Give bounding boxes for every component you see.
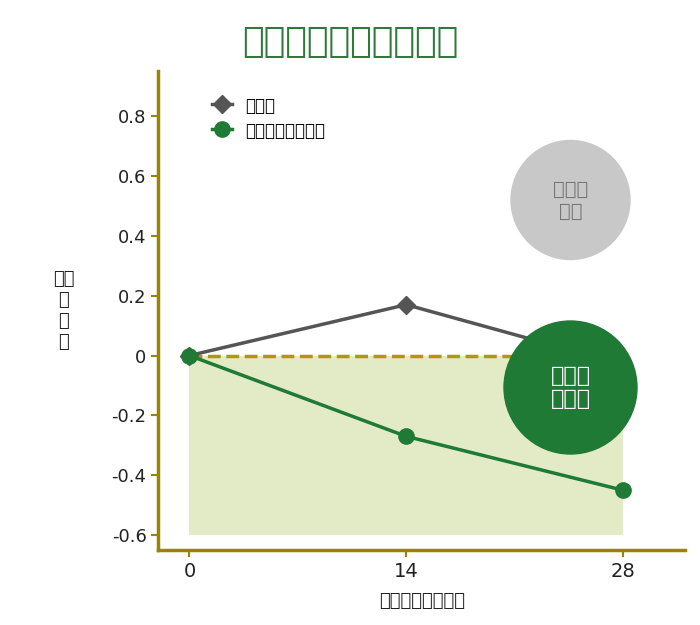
メロン果実エキス xyxy=(619,486,627,494)
無塗布 xyxy=(186,352,194,359)
Legend: 無塗布, メロン果実エキス: 無塗布, メロン果実エキス xyxy=(209,94,329,144)
Bar xyxy=(190,356,623,535)
Line: メロン果実エキス: メロン果実エキス xyxy=(182,348,631,498)
Text: キメ
の
粗
さ: キメ の 粗 さ xyxy=(53,271,74,351)
無塗布 xyxy=(402,301,410,308)
Text: 肌のキメ改善効果実験: 肌のキメ改善効果実験 xyxy=(242,25,458,59)
無塗布 xyxy=(619,361,627,368)
Text: キメが
粗い: キメが 粗い xyxy=(553,179,588,221)
Line: 無塗布: 無塗布 xyxy=(183,298,629,371)
メロン果実エキス xyxy=(186,352,194,359)
X-axis label: 塗布期間（日数）: 塗布期間（日数） xyxy=(379,592,465,610)
Text: キメが
細かい: キメが 細かい xyxy=(550,366,591,409)
メロン果実エキス xyxy=(402,432,410,440)
